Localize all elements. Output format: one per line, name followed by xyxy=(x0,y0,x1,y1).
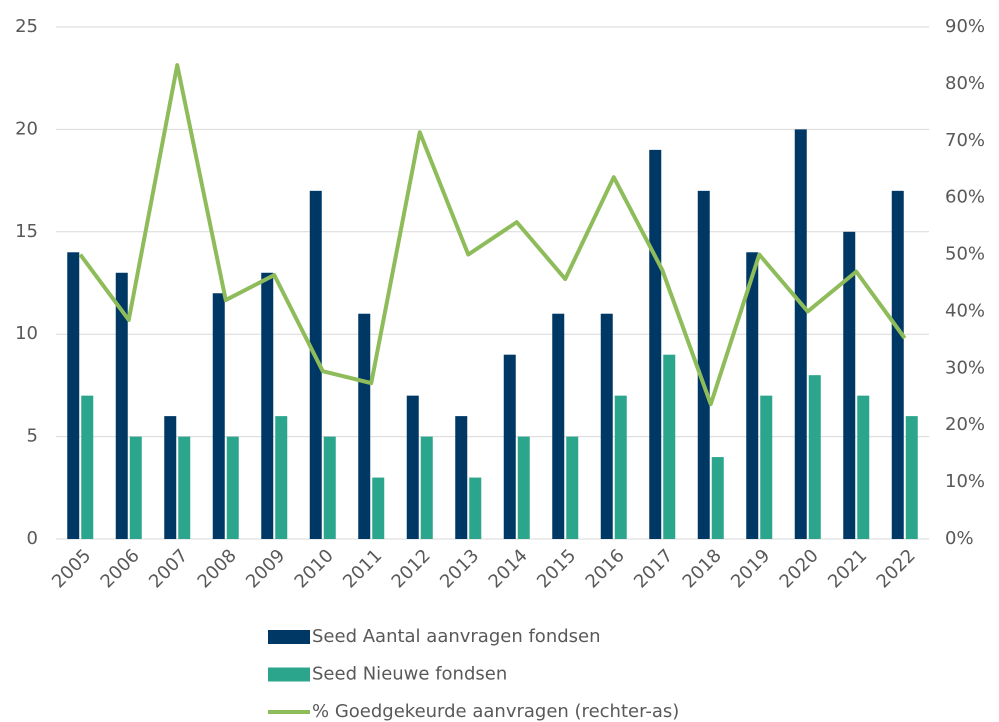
x-tick-label: 2008 xyxy=(194,545,241,592)
x-tick-label: 2017 xyxy=(630,545,677,592)
y2-tick-label: 20% xyxy=(945,414,985,435)
y2-tick-label: 40% xyxy=(945,300,985,321)
y2-tick-label: 60% xyxy=(945,187,985,208)
x-tick-label: 2007 xyxy=(145,545,192,592)
y-tick-label: 25 xyxy=(15,16,38,37)
y2-tick-label: 80% xyxy=(945,73,985,94)
y2-tick-label: 50% xyxy=(945,244,985,265)
legend-label: Seed Aantal aanvragen fondsen xyxy=(312,626,601,647)
y2-tick-label: 90% xyxy=(945,16,985,37)
bar xyxy=(420,436,433,539)
bar xyxy=(115,272,128,539)
bar xyxy=(129,436,142,539)
x-tick-label: 2022 xyxy=(873,545,920,592)
x-tick-label: 2006 xyxy=(97,545,144,592)
bar xyxy=(566,436,579,539)
bar xyxy=(226,436,239,539)
bar xyxy=(406,395,419,539)
x-tick-label: 2014 xyxy=(485,545,532,592)
line xyxy=(78,63,907,407)
bar xyxy=(808,375,821,539)
x-tick-label: 2009 xyxy=(242,545,289,592)
bar xyxy=(358,313,371,539)
bar xyxy=(469,477,482,539)
bar xyxy=(164,416,177,539)
bar xyxy=(323,436,336,539)
x-tick-label: 2012 xyxy=(388,545,435,592)
bar xyxy=(212,293,225,539)
bar xyxy=(614,395,627,539)
bar xyxy=(552,313,565,539)
bar xyxy=(372,477,385,539)
x-tick-label: 2020 xyxy=(776,545,823,592)
legend-swatch xyxy=(268,667,310,682)
bar xyxy=(81,395,94,539)
bar xyxy=(843,231,856,540)
y2-tick-label: 30% xyxy=(945,357,985,378)
bar xyxy=(503,354,516,539)
bar xyxy=(455,416,468,539)
bar xyxy=(794,129,807,539)
bar xyxy=(663,354,676,539)
y-tick-label: 0 xyxy=(27,528,38,549)
y-tick-label: 10 xyxy=(15,323,38,344)
bar xyxy=(178,436,191,539)
bar xyxy=(649,149,662,539)
y-tick-label: 15 xyxy=(15,221,38,242)
bar xyxy=(261,272,274,539)
legend-label: Seed Nieuwe fondsen xyxy=(312,664,507,685)
y-tick-label: 20 xyxy=(15,118,38,139)
y2-tick-label: 0% xyxy=(945,528,974,549)
bar xyxy=(309,190,322,539)
x-tick-label: 2010 xyxy=(291,545,338,592)
bar xyxy=(697,190,710,539)
bar xyxy=(891,190,904,539)
bar xyxy=(67,252,80,539)
x-tick-label: 2013 xyxy=(436,545,483,592)
bar xyxy=(600,313,613,539)
legend-swatch xyxy=(268,630,310,644)
x-tick-label: 2015 xyxy=(533,545,580,592)
y2-tick-label: 10% xyxy=(945,471,985,492)
x-tick-label: 2016 xyxy=(582,545,629,592)
bar xyxy=(905,416,918,539)
legend-label: % Goedgekeurde aanvragen (rechter-as) xyxy=(312,701,679,722)
bar xyxy=(517,436,530,539)
x-tick-label: 2011 xyxy=(339,545,386,592)
bar xyxy=(760,395,773,539)
y-tick-label: 5 xyxy=(27,426,38,447)
bar xyxy=(746,252,759,539)
x-tick-label: 2021 xyxy=(824,545,871,592)
x-tick-label: 2019 xyxy=(727,545,774,592)
x-tick-label: 2005 xyxy=(48,545,95,592)
bar xyxy=(711,457,724,539)
bar xyxy=(275,416,288,539)
y2-tick-label: 70% xyxy=(945,130,985,151)
x-tick-label: 2018 xyxy=(679,545,726,592)
bar xyxy=(857,395,870,539)
